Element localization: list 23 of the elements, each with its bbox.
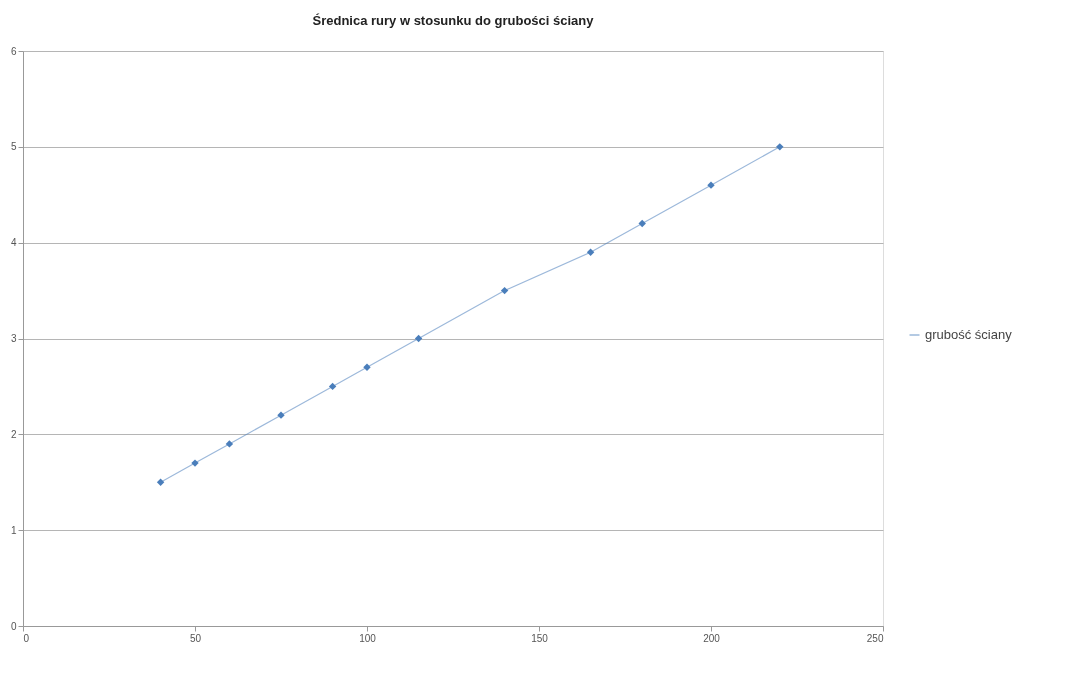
point [638,219,646,228]
x-tick-label: 100 [359,632,377,644]
y-tick-label: 1 [10,524,17,536]
x-tick-label: 50 [189,632,202,644]
x-tick-label: 150 [531,632,549,644]
point [225,440,234,448]
point [500,286,509,295]
x-tick-label: 250 [866,632,884,644]
y-tick-label: 2 [10,428,17,440]
y-tick-label: 0 [10,620,17,632]
y-tick-label: 4 [10,237,17,249]
x-tick-label: 0 [23,632,30,644]
point [776,143,784,151]
y-tick-label: 3 [10,333,17,344]
x-tick-label: 200 [703,632,721,644]
point [414,334,423,343]
point [156,478,165,486]
legend-label: grubość ściany [925,327,1013,342]
point [586,248,595,256]
point [328,382,337,391]
y-tick-label: 6 [10,45,17,57]
chart-title: Średnica rury w stosunku do grubości ściany [312,13,595,28]
y-tick-label: 5 [10,141,17,153]
